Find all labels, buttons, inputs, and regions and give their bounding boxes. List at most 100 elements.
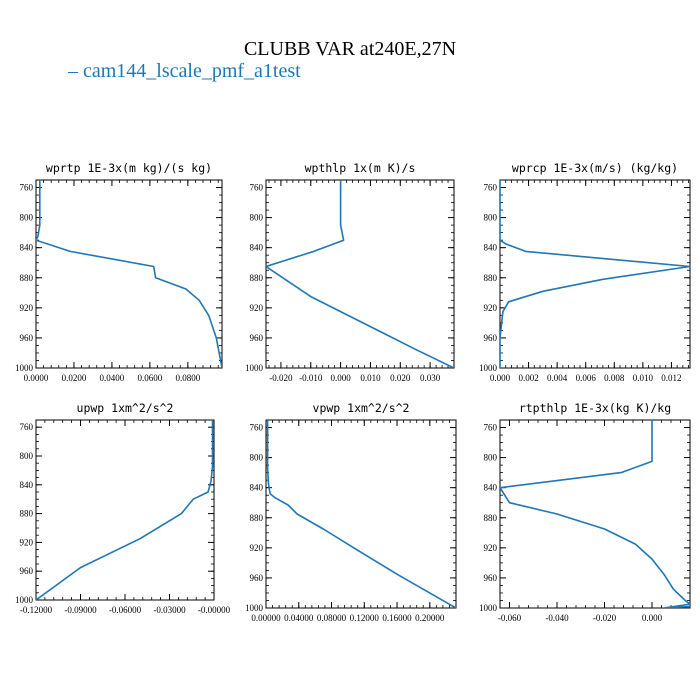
- y-tick-label: 920: [250, 543, 264, 553]
- x-tick-label: 0.20000: [415, 613, 445, 623]
- y-tick-label: 880: [20, 273, 34, 283]
- y-tick-label: 800: [20, 451, 34, 461]
- x-tick-label: 0.04000: [284, 613, 314, 623]
- x-tick-label: 0.002: [518, 373, 538, 383]
- series-line: [500, 180, 690, 368]
- plot-frame: [265, 179, 455, 369]
- y-tick-label: 800: [250, 453, 264, 463]
- panels-grid: wprtp 1E-3x(m kg)/(s kg) 760 800 840 880 920 9…: [15, 161, 691, 623]
- x-tick-label: 0.16000: [382, 613, 412, 623]
- x-tick-label: 0.010: [633, 373, 654, 383]
- x-tick-label: -0.060: [498, 613, 522, 623]
- x-tick-label: 0.004: [547, 373, 568, 383]
- legend: – cam144_lscale_pmf_a1test: [67, 60, 301, 82]
- x-tick-label: -0.03000: [153, 605, 186, 615]
- y-tick-label: 840: [484, 483, 498, 493]
- series-line: [36, 180, 222, 368]
- y-tick-label: 880: [484, 513, 498, 523]
- y-tick-label: 960: [484, 333, 498, 343]
- y-tick-label: 760: [484, 423, 498, 433]
- legend-entry: – cam144_lscale_pmf_a1test: [67, 60, 301, 82]
- x-tick-label: 0.0800: [175, 373, 200, 383]
- series-line: [36, 420, 214, 600]
- y-tick-label: 760: [484, 183, 498, 193]
- series-line: [500, 420, 690, 608]
- x-tick-label: 0.008: [604, 373, 625, 383]
- y-tick-label: 960: [484, 573, 498, 583]
- x-tick-label: 0.0200: [62, 373, 87, 383]
- legend-label: cam144_lscale_pmf_a1test: [83, 60, 301, 82]
- panel-title: rtpthlp 1E-3x(kg K)/kg: [519, 401, 671, 415]
- y-tick-label: 960: [250, 573, 264, 583]
- x-tick-label: 0.0400: [100, 373, 125, 383]
- x-tick-label: -0.09000: [64, 605, 97, 615]
- x-tick-label: 0.030: [420, 373, 441, 383]
- x-tick-label: 0.010: [360, 373, 381, 383]
- panel-2: wprcp 1E-3x(m/s) (kg/kg) 760 800 840 880 920 9…: [479, 161, 691, 383]
- y-tick-label: 920: [20, 303, 34, 313]
- y-tick-label: 760: [20, 422, 34, 432]
- panel-title: vpwp 1xm^2/s^2: [313, 401, 410, 415]
- plot-frame: [499, 419, 691, 609]
- y-tick-label: 880: [484, 273, 498, 283]
- panel-5: rtpthlp 1E-3x(kg K)/kg 760 800 840 880 920 960…: [479, 401, 691, 623]
- figure-title: CLUBB VAR at240E,27N: [244, 38, 456, 60]
- y-tick-label: 840: [250, 483, 264, 493]
- panel-0: wprtp 1E-3x(m kg)/(s kg) 760 800 840 880 920 9…: [15, 161, 223, 383]
- y-tick-label: 840: [484, 243, 498, 253]
- y-tick-label: 920: [484, 303, 498, 313]
- x-tick-label: 0.0600: [138, 373, 163, 383]
- y-tick-label: 1000: [245, 363, 264, 373]
- y-tick-label: 880: [20, 509, 34, 519]
- panel-4: vpwp 1xm^2/s^2 760 800 840 880 920 960 10000.00…: [245, 401, 457, 623]
- x-tick-label: -0.040: [545, 613, 569, 623]
- x-tick-label: -0.00000: [198, 605, 231, 615]
- series-line: [266, 180, 454, 368]
- y-tick-label: 840: [20, 243, 34, 253]
- y-tick-label: 880: [250, 513, 264, 523]
- x-tick-label: 0.000: [330, 373, 351, 383]
- x-tick-label: -0.06000: [109, 605, 142, 615]
- panel-3: upwp 1xm^2/s^2 760 800 840 880 920 960 1000-0.1…: [15, 401, 231, 615]
- x-tick-label: 0.020: [390, 373, 411, 383]
- y-tick-label: 920: [20, 537, 34, 547]
- y-tick-label: 1000: [15, 363, 34, 373]
- series-line: [266, 420, 456, 608]
- x-tick-label: 0.012: [661, 373, 681, 383]
- x-tick-label: -0.020: [593, 613, 617, 623]
- x-tick-label: 0.000: [490, 373, 511, 383]
- x-tick-label: 0.006: [576, 373, 597, 383]
- plot-frame: [499, 179, 691, 369]
- y-tick-label: 880: [250, 273, 264, 283]
- plot-frame: [35, 179, 223, 369]
- panel-title: wprtp 1E-3x(m kg)/(s kg): [46, 161, 212, 175]
- y-tick-label: 920: [250, 303, 264, 313]
- y-tick-label: 920: [484, 543, 498, 553]
- panel-title: wprcp 1E-3x(m/s) (kg/kg): [512, 161, 678, 175]
- legend-dash: –: [67, 60, 83, 82]
- y-tick-label: 960: [250, 333, 264, 343]
- y-tick-label: 800: [484, 453, 498, 463]
- y-tick-label: 960: [20, 566, 34, 576]
- y-tick-label: 760: [20, 183, 34, 193]
- plot-frame: [35, 419, 215, 601]
- y-tick-label: 960: [20, 333, 34, 343]
- x-tick-label: 0.08000: [317, 613, 347, 623]
- y-tick-label: 1000: [245, 603, 264, 613]
- x-tick-label: 0.00000: [251, 613, 281, 623]
- y-tick-label: 800: [20, 213, 34, 223]
- y-tick-label: 840: [20, 480, 34, 490]
- panel-title: wpthlp 1x(m K)/s: [305, 161, 416, 175]
- y-tick-label: 760: [250, 423, 264, 433]
- panel-title: upwp 1xm^2/s^2: [77, 401, 174, 415]
- panel-1: wpthlp 1x(m K)/s 760 800 840 880 920 960 1000 -0…: [245, 161, 455, 383]
- x-tick-label: 0.000: [642, 613, 663, 623]
- x-tick-label: 0.12000: [350, 613, 380, 623]
- x-tick-label: -0.12000: [20, 605, 53, 615]
- y-tick-label: 760: [250, 183, 264, 193]
- x-tick-label: 0.0000: [24, 373, 49, 383]
- y-tick-label: 800: [484, 213, 498, 223]
- x-tick-label: -0.010: [299, 373, 323, 383]
- y-tick-label: 840: [250, 243, 264, 253]
